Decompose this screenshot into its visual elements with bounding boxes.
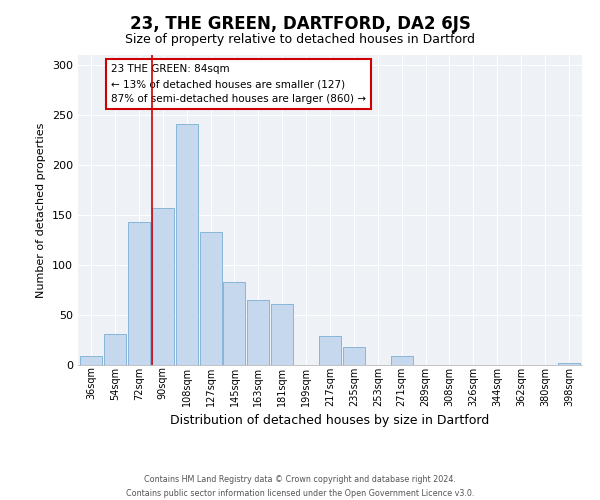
Bar [319,336,341,365]
Bar [200,232,221,365]
Text: Contains HM Land Registry data © Crown copyright and database right 2024.
Contai: Contains HM Land Registry data © Crown c… [126,476,474,498]
Y-axis label: Number of detached properties: Number of detached properties [37,122,46,298]
Text: Size of property relative to detached houses in Dartford: Size of property relative to detached ho… [125,32,475,46]
Bar [391,356,413,365]
Text: 23 THE GREEN: 84sqm
← 13% of detached houses are smaller (127)
87% of semi-detac: 23 THE GREEN: 84sqm ← 13% of detached ho… [111,64,366,104]
Bar [128,222,150,365]
Bar [152,208,174,365]
Bar [176,124,197,365]
Text: 23, THE GREEN, DARTFORD, DA2 6JS: 23, THE GREEN, DARTFORD, DA2 6JS [130,15,470,33]
X-axis label: Distribution of detached houses by size in Dartford: Distribution of detached houses by size … [170,414,490,427]
Bar [223,282,245,365]
Bar [80,356,102,365]
Bar [558,363,580,365]
Bar [343,347,365,365]
Bar [104,334,126,365]
Bar [271,304,293,365]
Bar [247,300,269,365]
